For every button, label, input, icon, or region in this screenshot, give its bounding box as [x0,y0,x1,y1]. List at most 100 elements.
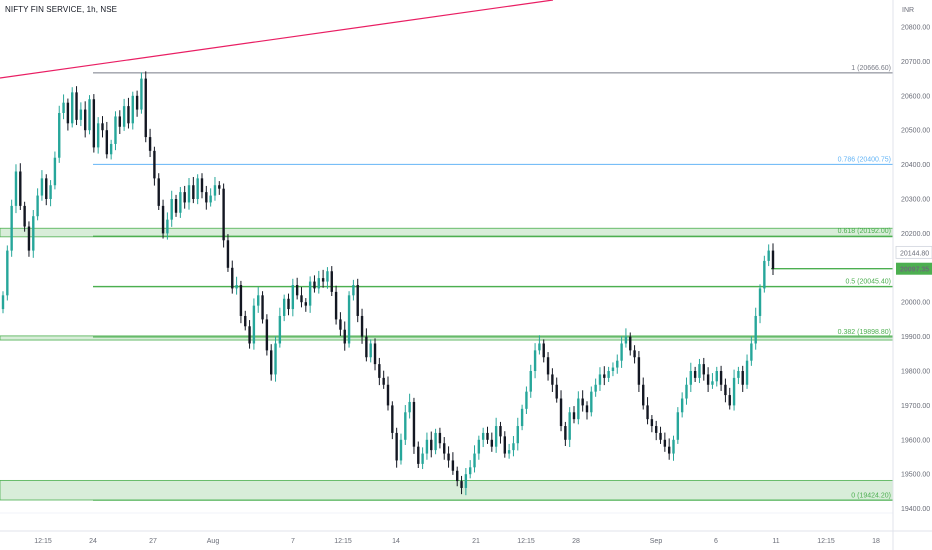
candle-body [179,192,182,213]
y-tick-label: 19500.00 [901,472,930,479]
candle-body [270,350,273,375]
candle-body [421,453,424,464]
candle-body [468,467,472,475]
candle-body [339,319,342,330]
candle-body [79,109,83,120]
candle-body [317,278,320,289]
x-tick-label: 7 [291,538,295,545]
x-tick-label: 27 [149,538,157,545]
candle-body [192,185,195,199]
candle-body [520,408,524,427]
candle-body [629,336,632,351]
reference-price-badge [895,245,932,259]
candle-body [71,92,74,124]
candle-body [564,426,567,440]
candle-body [715,371,718,382]
x-tick-label: 21 [472,538,480,545]
candle-body [187,185,191,203]
candle-body [131,95,134,124]
x-tick-label: 6 [714,538,718,545]
candle-body [412,401,416,447]
currency-label: INR [902,7,914,14]
candle-body [702,364,705,375]
candle-body [456,470,459,482]
candle-body [114,116,117,144]
last-price-badge [896,262,932,275]
candle-body [23,205,26,227]
y-tick-label: 20500.00 [901,128,930,135]
candle-body [663,439,667,447]
candle-body [83,109,87,131]
candle-body [183,192,186,203]
candle-body [239,285,243,316]
candle-body [633,350,636,358]
candle-body [425,439,429,454]
candle-body [32,216,35,251]
y-tick-label: 20200.00 [901,231,930,238]
candle-body [135,95,139,110]
candle-body [607,371,610,378]
y-tick-label: 19800.00 [901,369,930,376]
candle-body [559,398,563,427]
candle-body [551,374,554,385]
candle-body [88,99,91,131]
candle-body [512,443,515,451]
x-tick-label: 28 [572,538,580,545]
candle-body [300,295,303,303]
candle-body [282,298,286,316]
trend-line-segment [0,0,554,79]
x-tick-label: Aug [207,538,220,545]
candle-body [745,360,749,385]
candle-body [434,432,437,451]
candle-body [724,384,727,396]
candle-body [598,374,602,385]
support-zone [0,479,894,501]
candle-body [767,250,770,261]
candle-body [763,260,766,289]
candle-body [343,329,346,344]
candle-body [624,336,628,344]
candle-body [525,391,528,409]
candle-body [75,92,78,120]
candle-body [706,374,710,385]
candle-body [92,99,96,148]
y-tick-label: 20000.00 [901,300,930,307]
chart-title: NIFTY FIN SERVICE, 1h, NSE [5,5,118,14]
y-tick-label: 19700.00 [901,403,930,410]
candle-body [637,357,641,385]
candle-body [417,446,420,464]
candle-body [438,432,442,444]
candle-body [58,113,61,158]
candle-body [170,199,173,220]
candle-body [53,157,57,186]
y-tick-label: 19900.00 [901,334,930,341]
candle-body [585,405,589,413]
candle-body [295,285,299,296]
candle-body [477,439,481,454]
candle-body [226,240,230,268]
candle-body [365,336,368,358]
x-tick-label: 12:15 [517,538,535,545]
candle-body [231,267,234,289]
x-tick-label: 18 [872,538,880,545]
candle-body [235,285,238,289]
candle-body [685,384,688,399]
candle-body [568,412,571,440]
candle-body [347,295,351,344]
fib-level-label: 0.786 (20400.75) [838,156,891,163]
y-tick-label: 20700.00 [901,59,930,66]
candle-body [499,426,502,437]
candle-body [334,291,338,320]
candle-body [148,137,152,151]
candle-body [771,250,775,269]
candle-body [646,405,649,420]
candle-body [174,199,178,213]
candle-body [287,298,290,310]
candle-body [741,371,744,385]
fib-level-label: 0 (19424.20) [851,492,891,499]
candle-body [758,288,762,316]
candle-body [257,295,260,306]
candle-body [6,250,9,296]
candle-body [200,178,204,193]
